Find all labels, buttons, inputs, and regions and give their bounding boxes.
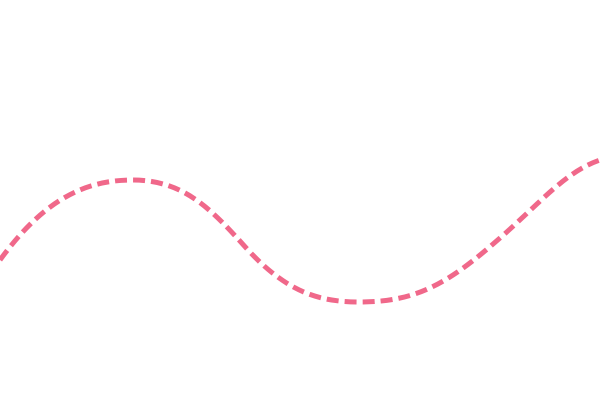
- dashed-curve: [0, 157, 600, 305]
